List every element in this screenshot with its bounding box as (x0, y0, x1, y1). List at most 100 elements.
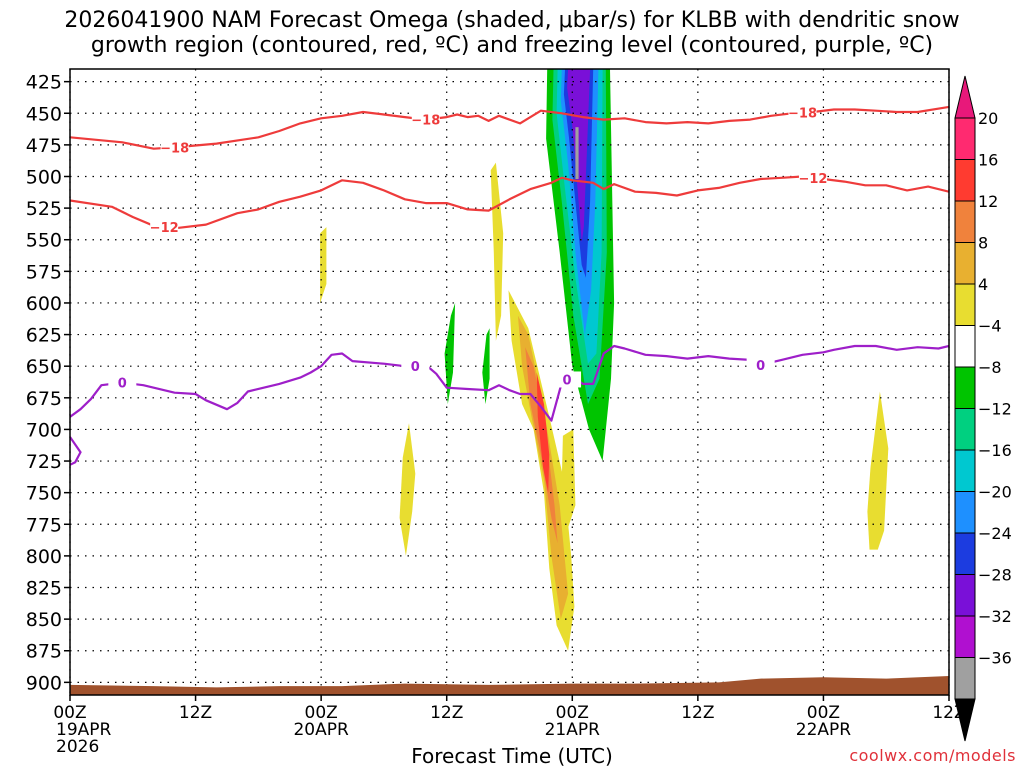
colorbar-label-3: 8 (978, 234, 988, 253)
x-tick-label-24-1: 20APR (293, 720, 349, 740)
y-tick-label-675: 675 (26, 388, 62, 410)
colorbar-label-1: 16 (978, 151, 998, 170)
colorbar-label-6: −8 (978, 358, 1002, 377)
x-tick-label-60-0: 12Z (681, 703, 714, 723)
y-tick-label-875: 875 (26, 641, 62, 663)
y-tick-label-725: 725 (26, 451, 62, 473)
y-tick-label-850: 850 (26, 609, 62, 631)
x-tick-label-48-1: 21APR (545, 720, 601, 740)
contour-line-freezing-level-2 (70, 344, 949, 422)
title-line-2: growth region (contoured, red, ºC) and f… (90, 33, 934, 58)
colorbar-segment-2 (954, 200, 976, 243)
omega-shading-layer (320, 69, 889, 651)
y-tick-label-525: 525 (26, 198, 62, 220)
contour-label-bg-2-3 (746, 356, 775, 373)
contour-label-bg-1-1 (798, 169, 827, 186)
colorbar-segment-12 (954, 615, 976, 658)
x-tick-label-0-2: 2026 (56, 737, 99, 757)
x-tick-label-72-0: 00Z (807, 703, 840, 723)
contour-label-bg-0-2 (788, 104, 817, 121)
omega-region-15 (536, 372, 550, 493)
omega-region-12 (867, 391, 889, 550)
colorbar-segment-9 (954, 491, 976, 534)
omega-region-8 (490, 162, 504, 341)
colorbar-segment-11 (954, 574, 976, 617)
contour-label-bg-2-1 (401, 358, 430, 375)
terrain-surface (70, 676, 949, 695)
omega-region-6 (575, 127, 579, 179)
plot-frame (69, 68, 950, 696)
contour-label-bg-1-0 (150, 219, 179, 236)
x-tick-label-0-0: 00Z (53, 703, 86, 723)
x-tick-label-36-0: 12Z (430, 703, 463, 723)
colorbar-segment-0 (954, 117, 976, 160)
contour-line-snow-growth-0 (70, 105, 949, 150)
colorbar-segment-1 (954, 159, 976, 202)
colorbar-label-2: 12 (978, 192, 998, 211)
y-tick-label-475: 475 (26, 135, 62, 157)
colorbar: 20 16 12 8 4 −4 −8 −12 −16 −20 −24 −28 −32 −36 (954, 75, 1012, 742)
omega-region-11 (399, 423, 416, 556)
colorbar-segment-5 (954, 325, 976, 368)
colorbar-segment-3 (954, 242, 976, 285)
x-tick-label-48-0: 00Z (556, 703, 589, 723)
credit-link[interactable]: coolwx.com/models (849, 746, 1016, 765)
colorbar-label-7: −12 (978, 400, 1012, 419)
y-tick-label-900: 900 (26, 672, 62, 694)
contour-label-2-2: 0 (563, 373, 572, 388)
contour-label-1-1: −12 (798, 172, 827, 187)
y-tick-label-825: 825 (26, 578, 62, 600)
y-tick-label-650: 650 (26, 356, 62, 378)
y-tick-label-500: 500 (26, 166, 62, 188)
colorbar-label-12: −32 (978, 607, 1012, 626)
colorbar-segment-10 (954, 532, 976, 575)
colorbar-segment-4 (954, 283, 976, 326)
y-tick-label-800: 800 (26, 546, 62, 568)
grid-layer (69, 69, 950, 695)
colorbar-top-arrow (954, 75, 976, 119)
y-tick-label-700: 700 (26, 419, 62, 441)
contour-label-bg-2-0 (108, 374, 137, 391)
x-tick-label-0-1: 19APR (56, 720, 112, 740)
y-tick-label-575: 575 (26, 261, 62, 283)
y-tick-label-625: 625 (26, 325, 62, 347)
colorbar-segment-7 (954, 408, 976, 451)
colorbar-segment-13 (954, 657, 976, 700)
plot-border (69, 68, 950, 696)
contour-layer: −18 −18 −18 −12 −12 0 0 0 0 (70, 104, 949, 466)
colorbar-label-11: −28 (978, 566, 1012, 585)
contour-label-bg-0-0 (160, 139, 189, 156)
colorbar-label-5: −4 (978, 317, 1002, 336)
y-tick-label-750: 750 (26, 483, 62, 505)
omega-region-7 (320, 227, 327, 303)
contour-label-bg-0-1 (411, 111, 440, 128)
y-tick-label-550: 550 (26, 230, 62, 252)
contour-label-1-0: −12 (150, 221, 179, 236)
contour-label-bg-2-2 (553, 371, 582, 388)
colorbar-label-0: 20 (978, 109, 998, 128)
contour-label-0-2: −18 (788, 107, 817, 122)
colorbar-label-9: −20 (978, 483, 1012, 502)
terrain-layer (70, 676, 949, 695)
y-tick-label-775: 775 (26, 514, 62, 536)
x-tick-label-24-0: 00Z (305, 703, 338, 723)
contour-label-2-1: 0 (411, 360, 420, 375)
colorbar-label-4: 4 (978, 275, 988, 294)
y-tick-label-425: 425 (26, 72, 62, 94)
x-tick-label-12-0: 12Z (179, 703, 212, 723)
omega-region-17 (482, 328, 490, 405)
contour-label-2-3: 0 (756, 359, 765, 374)
colorbar-label-13: −36 (978, 649, 1012, 668)
colorbar-segment-6 (954, 366, 976, 409)
colorbar-segment-8 (954, 449, 976, 492)
contour-label-0-0: −18 (160, 141, 189, 156)
colorbar-label-8: −16 (978, 441, 1012, 460)
contour-line-freezing-lower-branch (70, 436, 82, 466)
colorbar-label-10: −24 (978, 524, 1012, 543)
y-tick-label-450: 450 (26, 103, 62, 125)
x-axis-label: Forecast Time (UTC) (411, 744, 613, 768)
y-tick-label-600: 600 (26, 293, 62, 315)
omega-region-16 (444, 303, 456, 405)
x-tick-label-72-1: 22APR (796, 720, 852, 740)
